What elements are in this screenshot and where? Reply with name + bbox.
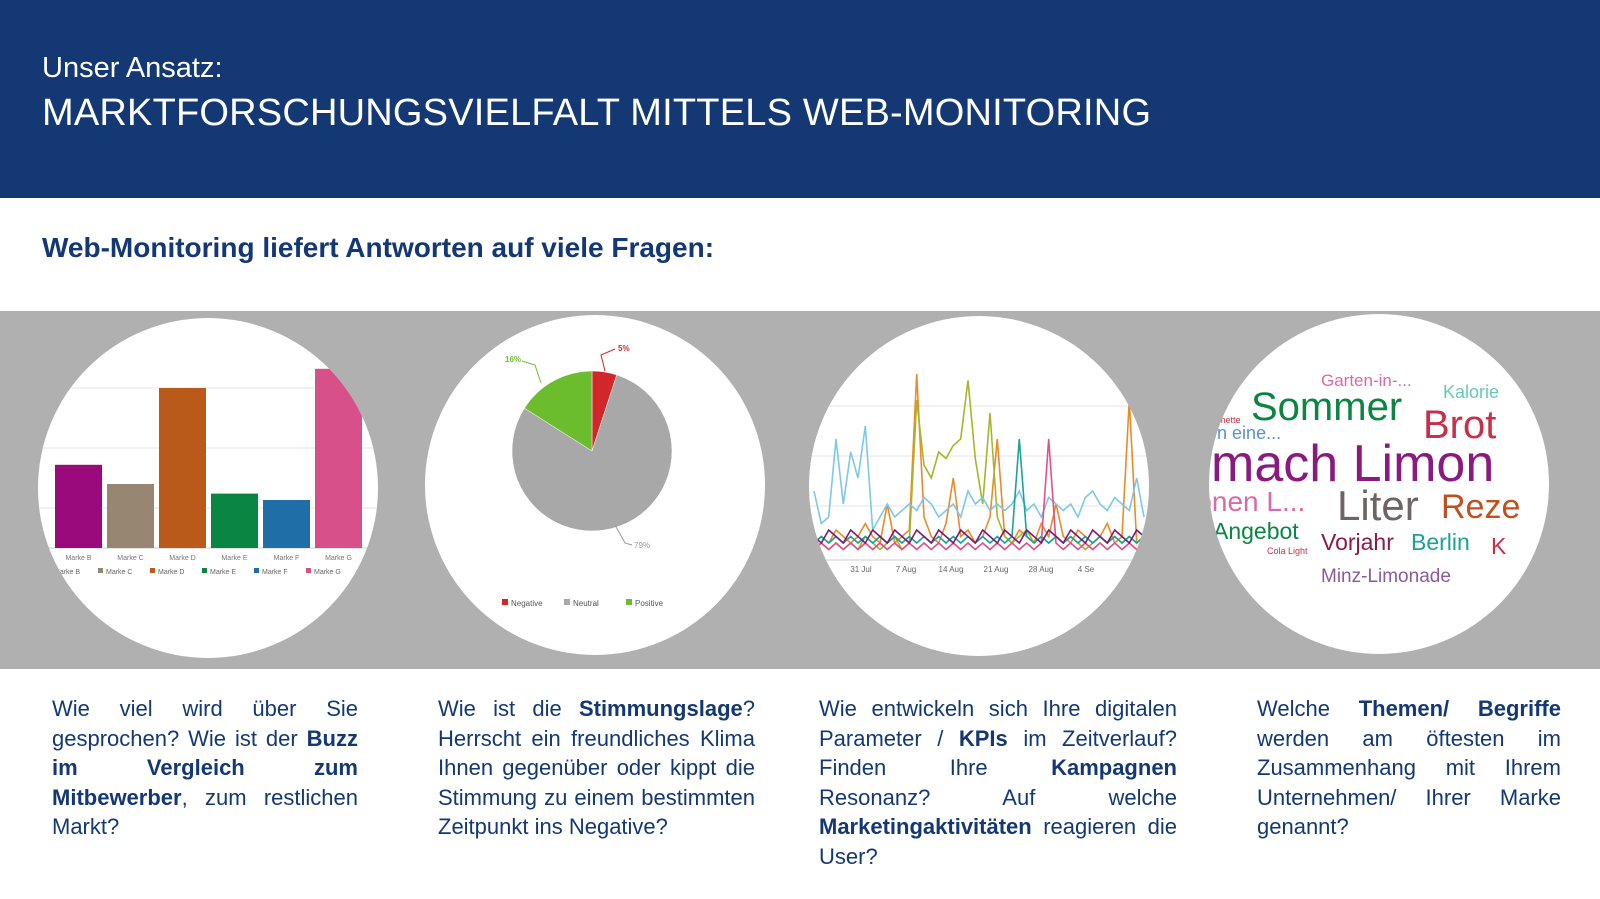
header-banner: Unser Ansatz: MARKTFORSCHUNGSVIELFALT MI… (0, 0, 1600, 198)
legend-label: Neutral (573, 599, 599, 608)
word-cloud-circle: Garten-in-... Kalorie Sommer Brot Limetteebe… (1209, 314, 1549, 654)
x-tick-label: Marke B (65, 555, 91, 562)
x-tick-label: Marke G (325, 555, 352, 562)
legend-label: Positive (635, 599, 664, 608)
word-cloud-word: K (1491, 533, 1507, 559)
word-cloud-word: Limette (1211, 415, 1241, 425)
pie-slice (524, 370, 593, 452)
caption-topics: Welche Themen/ Begriffe werden am öftest… (1257, 694, 1561, 842)
legend-label: Marke F (262, 569, 288, 576)
bar (315, 368, 362, 548)
series-line (813, 425, 1145, 533)
pie-slice (511, 374, 673, 532)
caption-buzz: Wie viel wird über Sie gesprochen? Wie i… (52, 694, 358, 842)
bar (55, 464, 102, 548)
word-cloud: Garten-in-... Kalorie Sommer Brot Limetteebe… (1209, 371, 1520, 587)
legend-swatch (564, 599, 570, 605)
caption-text: Wie viel wird über Sie gesprochen? Wie i… (52, 696, 358, 751)
word-cloud-word: Berlin (1411, 529, 1470, 555)
caption-highlight: Buzz im Vergleich zum Mitbewerber (52, 725, 358, 810)
x-tick-label: Marke E (221, 555, 247, 562)
data-label: 5% (618, 344, 630, 353)
leader-line (521, 360, 542, 384)
word-cloud-word: Kalorie (1443, 382, 1499, 402)
x-tick-label: Marke D (169, 555, 195, 562)
caption-text: ? Herrscht ein freundliches Klima Ihnen … (438, 696, 755, 839)
x-tick-label: 4 Se (1078, 565, 1095, 574)
legend-label: Negative (511, 599, 543, 608)
pie-chart: 5% 79% 16% Negative Neutral Positive (502, 344, 673, 608)
caption-highlight: Kampagnen (1051, 755, 1177, 780)
caption-text: Wie ist die (438, 696, 579, 721)
word-cloud-word: Angebot (1213, 518, 1299, 544)
leader-line (600, 348, 616, 372)
caption-text: werden am öftesten im Zusammenhang mit I… (1257, 725, 1561, 840)
bar (107, 484, 154, 548)
pie-chart-circle: 5% 79% 16% Negative Neutral Positive (425, 315, 765, 655)
word-cloud-word: Reze (1441, 488, 1520, 526)
legend-label: Marke D (158, 569, 184, 576)
word-cloud-word: Sommer (1251, 385, 1402, 429)
caption-highlight: Stimmungslage (578, 696, 743, 721)
x-tick-label: 7 Aug (896, 565, 916, 574)
legend-swatch (46, 568, 51, 573)
series-line (813, 438, 1145, 551)
data-label: 79% (634, 541, 650, 550)
series-line (813, 528, 1145, 545)
bar-chart: Marke B Marke C Marke D Marke E Marke F Marke… (38, 368, 378, 576)
page-title: MARKTFORSCHUNGSVIELFALT MITTELS WEB-MONI… (42, 92, 1152, 134)
line-chart: 31 Jul 7 Aug 14 Aug 21 Aug 28 Aug 4 Se (809, 373, 1149, 574)
leader-line (614, 524, 633, 546)
caption-text: Resonanz? Auf welche (819, 784, 1177, 810)
word-cloud-word: Minz-Limonade (1321, 566, 1451, 587)
word-cloud-word: ronen L... (1209, 486, 1305, 517)
series-line (813, 373, 1145, 545)
x-tick-label: Marke F (274, 555, 300, 562)
legend-label: Marke E (210, 569, 236, 576)
bar (211, 493, 258, 548)
legend-swatch (626, 599, 632, 605)
x-tick-label: 21 Aug (984, 565, 1009, 574)
word-cloud-word: Cola Light (1267, 546, 1308, 556)
word-cloud-word: Vorjahr (1321, 529, 1394, 555)
legend-swatch (202, 568, 207, 573)
word-cloud-word: mach Limon (1211, 435, 1494, 493)
caption-kpis: Wie entwickeln sich Ihre digitalen Param… (819, 694, 1177, 871)
data-label: 16% (505, 355, 521, 364)
header-subtitle: Unser Ansatz: (42, 52, 223, 84)
legend-swatch (150, 568, 155, 573)
legend-swatch (98, 568, 103, 573)
caption-text: im Zeitverlauf? Finden Ihre (819, 725, 1177, 781)
legend-swatch (254, 568, 259, 573)
legend-label: Marke C (106, 569, 132, 576)
legend-swatch (306, 568, 311, 573)
legend-label: Marke B (54, 569, 80, 576)
caption-highlight: Marketingaktivitäten (819, 814, 1032, 839)
caption-text: Welche (1257, 696, 1359, 721)
caption-text: , zum restlichen Markt? (52, 784, 358, 840)
section-heading: Web-Monitoring liefert Antworten auf vie… (42, 232, 715, 263)
word-cloud-word: Brot (1423, 403, 1496, 447)
bar (263, 500, 310, 548)
legend-swatch (502, 599, 508, 605)
legend-label: Marke G (314, 569, 341, 576)
caption-text: reagieren die User? (819, 814, 1177, 869)
caption-sentiment: Wie ist die Stimmungslage? Herrscht ein … (438, 694, 755, 842)
line-chart-circle: 31 Jul 7 Aug 14 Aug 21 Aug 28 Aug 4 Se (809, 316, 1149, 656)
x-tick-label: 28 Aug (1029, 565, 1054, 574)
series-line (813, 438, 1145, 545)
x-tick-label: Marke C (117, 555, 143, 562)
x-tick-label: 31 Jul (850, 565, 872, 574)
caption-highlight: KPIs (958, 725, 1008, 751)
word-cloud-word: Garten-in-... (1321, 371, 1412, 390)
bar-chart-circle: Marke B Marke C Marke D Marke E Marke F Marke… (38, 318, 378, 658)
x-tick-label: 14 Aug (939, 565, 964, 574)
word-cloud-word: Liter (1337, 482, 1419, 529)
caption-text: Wie entwickeln sich Ihre digitalen Param… (819, 696, 1177, 751)
word-cloud-word: eben eine... (1209, 423, 1281, 443)
bar (159, 388, 206, 548)
caption-highlight: Themen/ Begriffe (1358, 696, 1561, 721)
